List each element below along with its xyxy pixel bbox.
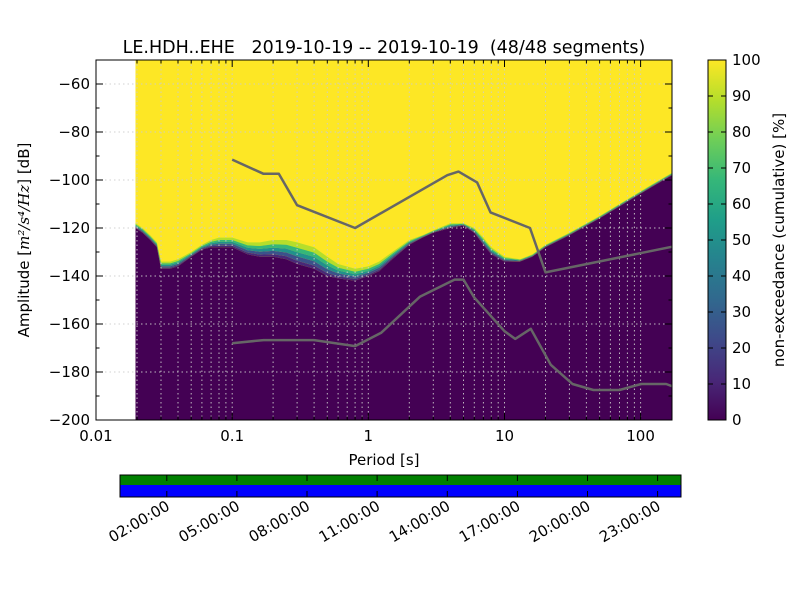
timeline-tick-label: 23:00:00 <box>596 497 663 546</box>
colorbar-tick-label: 60 <box>732 195 751 213</box>
colorbar: 0 10 20 30 40 50 60 70 80 90 100 non-exceedance (c… <box>707 51 788 429</box>
colorbar-tick-label: 30 <box>732 303 751 321</box>
colorbar-label: non-exceedance (cumulative) [%] <box>770 113 788 367</box>
colorbar-tick-label: 80 <box>732 123 751 141</box>
x-axis-label: Period [s] <box>348 451 419 469</box>
coverage-bar-data <box>120 475 681 485</box>
x-tick-label: 0.01 <box>79 427 112 445</box>
timeline-tick-label: 20:00:00 <box>526 497 593 546</box>
low-noise-model-line <box>232 278 672 392</box>
y-axis: −60 −80 −100 −120 −140 −160 −180 −200 <box>49 59 672 429</box>
y-tick-label: −60 <box>58 75 90 93</box>
heatmap-low-region <box>135 175 672 420</box>
y-tick-label: −180 <box>49 363 90 381</box>
timeline-tick-label: 14:00:00 <box>386 497 453 546</box>
chart-title: LE.HDH..EHE 2019-10-19 -- 2019-10-19 (48… <box>123 38 646 58</box>
plot-frame <box>95 59 673 421</box>
timeline-frame <box>119 474 682 498</box>
x-axis: 0.01 0.1 1 10 100 <box>79 60 655 445</box>
y-tick-label: −140 <box>49 267 90 285</box>
colorbar-tick-label: 90 <box>732 87 751 105</box>
data-coverage-timeline: 02:00:00 05:00:00 08:00:00 11:00:00 14:00:00… <box>105 474 682 546</box>
colorbar-tick-label: 50 <box>732 231 751 249</box>
y-tick-label: −100 <box>49 171 90 189</box>
colorbar-tick-label: 100 <box>732 51 761 69</box>
heatmap-transition-band <box>135 174 672 279</box>
y-tick-label: −120 <box>49 219 90 237</box>
y-axis-label-prefix: Amplitude [ <box>15 250 33 338</box>
psd-heatmap <box>135 60 672 420</box>
timeline-tick-label: 11:00:00 <box>316 497 383 546</box>
y-tick-label: −160 <box>49 315 90 333</box>
x-tick-label: 10 <box>495 427 514 445</box>
timeline-tick-label: 17:00:00 <box>456 497 523 546</box>
colorbar-tick-label: 40 <box>732 267 751 285</box>
colorbar-tick-label: 10 <box>732 375 751 393</box>
x-tick-label: 1 <box>364 427 374 445</box>
y-axis-label-unit: m²/s⁴/Hz <box>15 185 33 250</box>
timeline-tick-label: 02:00:00 <box>105 497 172 546</box>
y-tick-label: −200 <box>49 411 90 429</box>
plot-area <box>96 60 672 420</box>
y-axis-label: Amplitude [m²/s⁴/Hz] [dB] <box>15 143 33 338</box>
x-tick-label: 0.1 <box>220 427 244 445</box>
high-noise-model-line <box>231 158 672 274</box>
grid <box>96 60 672 420</box>
coverage-bar-gaps <box>120 485 681 497</box>
y-axis-label-suffix: ] [dB] <box>15 143 33 185</box>
timeline-tick-label: 05:00:00 <box>176 497 243 546</box>
heatmap-transition-band <box>135 173 672 277</box>
colorbar-tick-label: 20 <box>732 339 751 357</box>
timeline-tick-label: 08:00:00 <box>246 497 313 546</box>
noise-model-lines <box>231 158 672 392</box>
x-tick-label: 100 <box>626 427 655 445</box>
y-tick-label: −80 <box>58 123 90 141</box>
colorbar-ticks: 0 10 20 30 40 50 60 70 80 90 100 <box>708 51 761 429</box>
colorbar-tick-label: 0 <box>732 411 742 429</box>
colorbar-tick-label: 70 <box>732 159 751 177</box>
